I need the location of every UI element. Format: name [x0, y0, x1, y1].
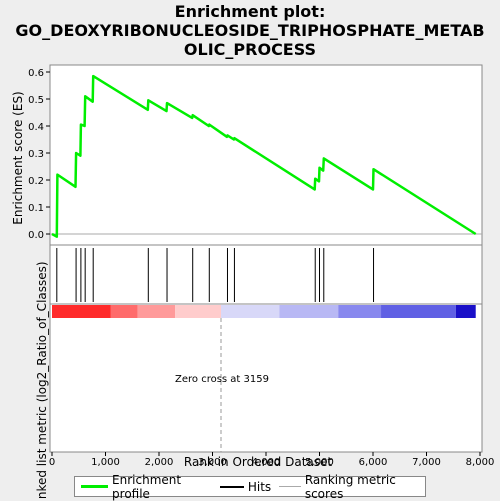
es-plot: 0.0 0.1 0.2 0.3 0.4 0.5 0.6: [28, 68, 482, 241]
x-tick-label: 3,000: [198, 457, 227, 468]
x-axis-label: Rank in Ordered Dataset: [184, 455, 332, 469]
x-tick-label: 1,000: [91, 457, 120, 468]
title-line-3: OLIC_PROCESS: [183, 40, 317, 59]
es-y-axis-label: Enrichment score (ES): [11, 91, 25, 224]
chart-title: Enrichment plot: GO_DEOXYRIBONUCLEOSIDE_…: [0, 2, 500, 59]
metric-band: [175, 305, 222, 318]
metric-band: [137, 305, 176, 318]
es-y-tick-label: 0.3: [28, 149, 44, 160]
zero-cross-label: Zero cross at 3159: [175, 374, 269, 385]
x-tick-label: 0: [49, 457, 55, 468]
legend: Enrichment profile Hits Ranking metric s…: [74, 473, 426, 501]
metric-band: [338, 305, 382, 318]
metric-band: [381, 305, 456, 318]
metric-band: [455, 305, 476, 318]
enrichment-profile-line: [51, 74, 477, 238]
metric-band: [110, 305, 138, 318]
es-y-tick-label: 0.6: [28, 68, 44, 79]
legend-enrichment: Enrichment profile: [81, 473, 212, 501]
metric-plot: 0 1,000 2,000 3,000 4,000 5,000 6,000 7,000 8,00…: [49, 305, 495, 468]
x-tick-label: 7,000: [412, 457, 441, 468]
legend-enrichment-label: Enrichment profile: [112, 472, 182, 501]
title-line-1: Enrichment plot:: [174, 2, 326, 21]
es-y-tick-label: 0.0: [28, 230, 44, 241]
metric-panel: [49, 303, 483, 453]
es-panel: [49, 64, 483, 246]
legend-hits-swatch: [219, 485, 244, 488]
x-tick-label: 2,000: [145, 457, 174, 468]
metric-band: [52, 305, 111, 318]
metric-band: [279, 305, 339, 318]
title-line-2: GO_DEOXYRIBONUCLEOSIDE_TRIPHOSPHATE_META…: [15, 21, 485, 40]
legend-ranking-label: Ranking metric scores: [304, 472, 396, 501]
hits-panel: [49, 244, 483, 305]
legend-hits-label: Hits: [247, 479, 272, 494]
x-tick-label: 5,000: [305, 457, 334, 468]
legend-hits: Hits: [219, 479, 272, 494]
x-tick-label: 4,000: [252, 457, 281, 468]
x-tick-label: 8,000: [466, 457, 495, 468]
es-y-tick-label: 0.5: [28, 95, 44, 106]
es-y-tick-label: 0.4: [28, 122, 44, 133]
x-tick-label: 6,000: [359, 457, 388, 468]
legend-ranking: Ranking metric scores: [279, 473, 425, 501]
metric-y-axis-label: Ranked list metric (log2_Ratio_of_Classe…: [35, 261, 49, 500]
legend-ranking-swatch: [279, 486, 301, 487]
legend-enrichment-swatch: [81, 485, 109, 488]
es-y-tick-label: 0.1: [28, 203, 44, 214]
metric-band: [221, 305, 280, 318]
es-y-tick-label: 0.2: [28, 176, 44, 187]
hits-plot: [56, 248, 375, 302]
